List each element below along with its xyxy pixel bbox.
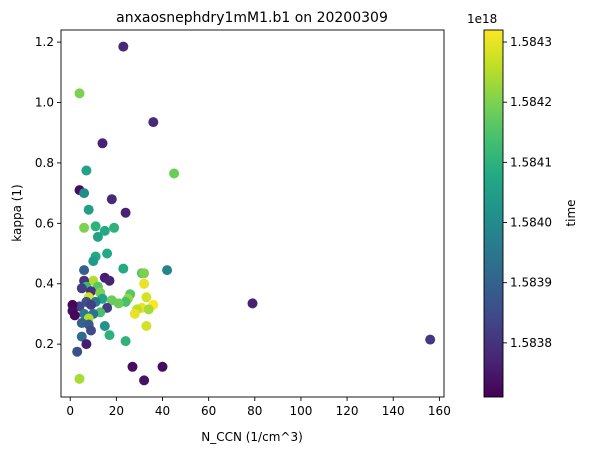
scatter-point [102, 248, 113, 259]
x-tick-label: 40 [155, 404, 170, 418]
scatter-point [148, 117, 159, 128]
scatter-point [88, 256, 99, 267]
scatter-point [157, 361, 168, 372]
scatter-point [79, 265, 90, 276]
scatter-point [74, 373, 85, 384]
scatter-point [113, 298, 124, 309]
scatter-point [425, 334, 436, 345]
scatter-point [247, 298, 258, 309]
scatter-point [139, 375, 150, 386]
y-tick-label: 0.4 [35, 277, 54, 291]
scatter-point [81, 339, 92, 350]
colorbar-tick-label: 1.5842 [510, 95, 552, 109]
y-axis-ticks: 0.2 0.4 0.6 0.8 1.0 1.2 [35, 35, 61, 351]
y-tick-label: 0.6 [35, 216, 54, 230]
scatter-point [120, 336, 131, 347]
x-tick-label: 60 [201, 404, 216, 418]
y-tick-label: 0.8 [35, 156, 54, 170]
colorbar-tick-label: 1.5841 [510, 155, 552, 169]
scatter-point [139, 278, 150, 289]
scatter-point [109, 222, 120, 233]
scatter-point [92, 231, 103, 242]
scatter-point [143, 304, 154, 315]
scatter-point [79, 188, 90, 199]
scatter-point [118, 41, 129, 52]
x-axis-ticks: 0 20 40 60 80 100 120 140 160 [66, 397, 451, 418]
x-tick-label: 0 [66, 404, 74, 418]
scatter-point [120, 207, 131, 218]
x-tick-label: 140 [382, 404, 405, 418]
scatter-point [139, 268, 150, 279]
y-tick-label: 0.2 [35, 337, 54, 351]
y-axis-label: kappa (1) [10, 184, 24, 242]
scatter-point [81, 165, 92, 176]
scatter-point [127, 361, 138, 372]
scatter-point [169, 168, 180, 179]
colorbar-label: time [564, 199, 578, 226]
scatter-point [76, 283, 87, 294]
colorbar-tick-label: 1.5840 [510, 216, 552, 230]
scatter-point [118, 263, 129, 274]
scatter-point [99, 321, 110, 331]
scatter-point [104, 330, 115, 341]
scatter-point [74, 88, 85, 99]
x-tick-label: 120 [336, 404, 359, 418]
scatter-point [76, 331, 87, 342]
y-tick-label: 1.0 [35, 95, 54, 109]
x-tick-label: 20 [109, 404, 124, 418]
scatter-point [69, 310, 80, 321]
scatter-points [67, 41, 436, 386]
x-tick-label: 100 [289, 404, 312, 418]
plot-frame [60, 29, 445, 398]
scatter-point [104, 275, 115, 286]
scatter-point [141, 292, 152, 303]
scatter-point [141, 321, 152, 331]
scatter-point [90, 221, 101, 232]
scatter-point [97, 138, 108, 149]
x-tick-label: 80 [247, 404, 262, 418]
colorbar-offset-text: 1e18 [467, 12, 497, 26]
scatter-point [83, 204, 94, 215]
colorbar-ticks: 1.5838 1.5839 1.5840 1.5841 1.5842 1.5843 [503, 35, 552, 350]
colorbar-tick-label: 1.5839 [510, 276, 552, 290]
scatter-point [86, 299, 96, 310]
x-tick-label: 160 [428, 404, 451, 418]
colorbar-tick-label: 1.5838 [510, 336, 552, 350]
scatter-point [86, 325, 96, 336]
scatter-point [72, 346, 83, 357]
scatter-point [99, 225, 110, 236]
colorbar [483, 29, 504, 398]
scatter-point [162, 265, 173, 276]
x-axis-label: N_CCN (1/cm^3) [201, 430, 303, 444]
scatter-point [106, 194, 117, 205]
y-tick-label: 1.2 [35, 35, 54, 49]
chart-title: anxaosnephdry1mM1.b1 on 20200309 [116, 10, 388, 26]
scatter-point [129, 308, 140, 319]
colorbar-tick-label: 1.5843 [510, 35, 552, 49]
scatter-point [79, 222, 90, 233]
